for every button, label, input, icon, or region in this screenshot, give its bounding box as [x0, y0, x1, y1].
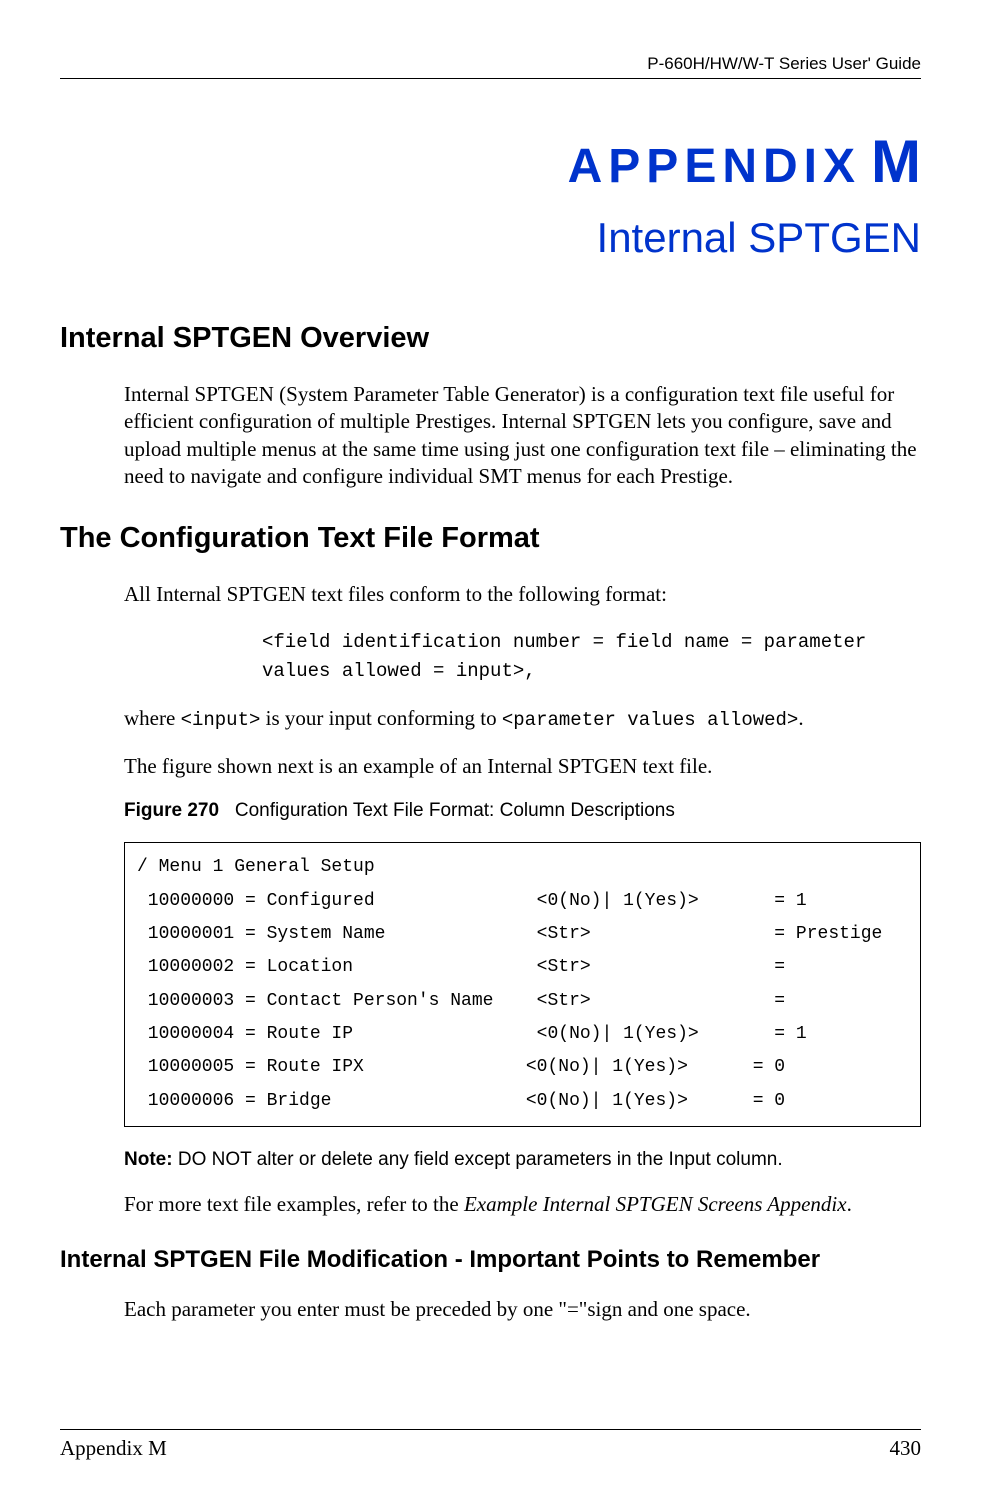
overview-body: Internal SPTGEN (System Parameter Table … [124, 381, 921, 490]
format-body1: All Internal SPTGEN text files conform t… [124, 581, 921, 608]
appendix-prefix: APPENDIX [568, 140, 861, 193]
footer-rule [60, 1429, 921, 1430]
body4-pre: For more text file examples, refer to th… [124, 1192, 464, 1216]
appendix-letter: M [871, 128, 921, 195]
appendix-label: APPENDIXM [60, 127, 921, 196]
body4-post: . [847, 1192, 852, 1216]
config-text-box: / Menu 1 General Setup 10000000 = Config… [124, 842, 921, 1126]
format-body4: For more text file examples, refer to th… [124, 1191, 921, 1218]
page-header: P-660H/HW/W-T Series User' Guide [60, 54, 921, 78]
body2-pre: where [124, 706, 181, 730]
section-heading-format: The Configuration Text File Format [60, 522, 921, 555]
body2-mono2: <parameter values allowed> [502, 709, 798, 731]
note-label: Note: [124, 1149, 173, 1170]
note-line: Note: DO NOT alter or delete any field e… [124, 1149, 921, 1171]
format-body2: where <input> is your input conforming t… [124, 705, 921, 733]
page-footer: Appendix M 430 [60, 1429, 921, 1461]
header-rule [60, 78, 921, 79]
body2-mid: is your input conforming to [260, 706, 501, 730]
section-heading-overview: Internal SPTGEN Overview [60, 322, 921, 355]
body2-mono1: <input> [181, 709, 261, 731]
section-heading-modification: Internal SPTGEN File Modification - Impo… [60, 1246, 921, 1274]
body2-post: . [798, 706, 803, 730]
note-text: DO NOT alter or delete any field except … [173, 1149, 783, 1170]
guide-title: P-660H/HW/W-T Series User' Guide [647, 54, 921, 73]
body4-italic: Example Internal SPTGEN Screens Appendix [464, 1192, 847, 1216]
footer-right: 430 [890, 1436, 922, 1461]
footer-left: Appendix M [60, 1436, 167, 1461]
chapter-title: Internal SPTGEN [60, 214, 921, 262]
modification-body1: Each parameter you enter must be precede… [124, 1296, 921, 1323]
figure-label: Figure 270 [124, 800, 219, 821]
figure-caption-text: Configuration Text File Format: Column D… [235, 800, 675, 821]
figure-caption: Figure 270 Configuration Text File Forma… [124, 800, 921, 822]
format-body3: The figure shown next is an example of a… [124, 753, 921, 780]
format-syntax-block: <field identification number = field nam… [262, 628, 921, 685]
